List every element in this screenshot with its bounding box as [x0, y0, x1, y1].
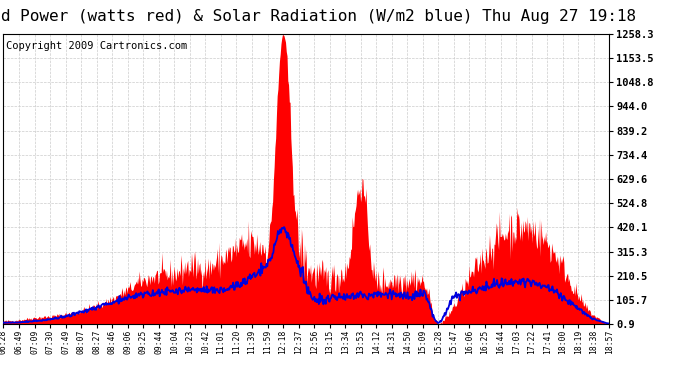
Text: Copyright 2009 Cartronics.com: Copyright 2009 Cartronics.com	[6, 41, 188, 51]
Text: Grid Power (watts red) & Solar Radiation (W/m2 blue) Thu Aug 27 19:18: Grid Power (watts red) & Solar Radiation…	[0, 9, 635, 24]
